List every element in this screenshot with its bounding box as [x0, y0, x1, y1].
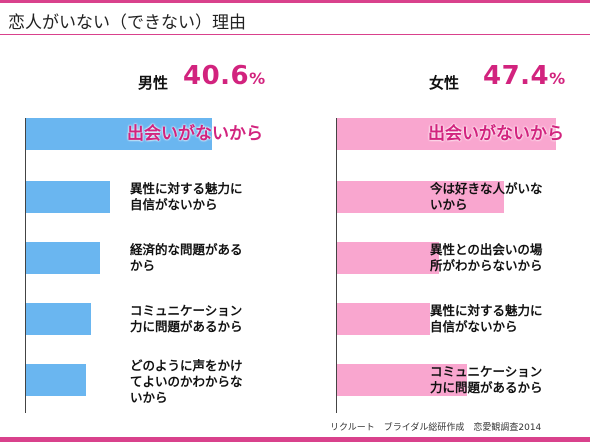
female-axis-line	[336, 118, 337, 413]
female-bar-label-4: 異性に対する魅力に 自信がないから	[430, 303, 543, 334]
top-rule	[0, 0, 590, 3]
page-title: 恋人がいない（できない）理由	[8, 13, 246, 33]
bottom-rule	[0, 437, 590, 442]
male-bar-label-3: 経済的な問題がある から	[130, 242, 243, 273]
male-headline-unit: %	[249, 69, 266, 88]
female-bar-1	[337, 118, 556, 150]
female-bar-label-2: 今は好きな人がいな いから	[430, 181, 543, 212]
male-axis-line	[25, 118, 26, 413]
female-bar-3	[337, 242, 439, 274]
male-bar-label-4: コミュニケーション 力に問題があるから	[130, 303, 243, 334]
female-headline-number: 47.4	[483, 61, 550, 91]
female-headline-value: 47.4%	[483, 61, 566, 91]
male-bar-label-1: 出会いがないから	[127, 124, 263, 144]
female-label: 女性	[429, 74, 460, 92]
male-bar-1	[26, 118, 212, 150]
male-bar-label-2: 異性に対する魅力に 自信がないから	[130, 181, 243, 212]
female-bar-label-5: コミュニケーション 力に問題があるから	[430, 364, 543, 395]
female-bar-2	[337, 181, 504, 213]
title-divider	[0, 34, 590, 35]
male-bar-2	[26, 181, 110, 213]
female-headline-unit: %	[549, 69, 566, 88]
male-headline-number: 40.6	[183, 61, 250, 91]
female-bar-5	[337, 364, 467, 396]
female-bar-4	[337, 303, 430, 335]
female-bar-label-1: 出会いがないから	[428, 124, 564, 144]
male-bar-3	[26, 242, 100, 274]
male-bar-4	[26, 303, 91, 335]
male-label: 男性	[138, 74, 169, 92]
source-credit: リクルート ブライダル総研作成 恋愛観調査2014	[330, 423, 542, 433]
male-bar-5	[26, 364, 86, 396]
male-bar-label-5: どのように声をかけ てよいのかわからな いから	[130, 358, 243, 405]
male-headline-value: 40.6%	[183, 61, 266, 91]
female-bar-label-3: 異性との出会いの場 所がわからないから	[430, 242, 543, 273]
